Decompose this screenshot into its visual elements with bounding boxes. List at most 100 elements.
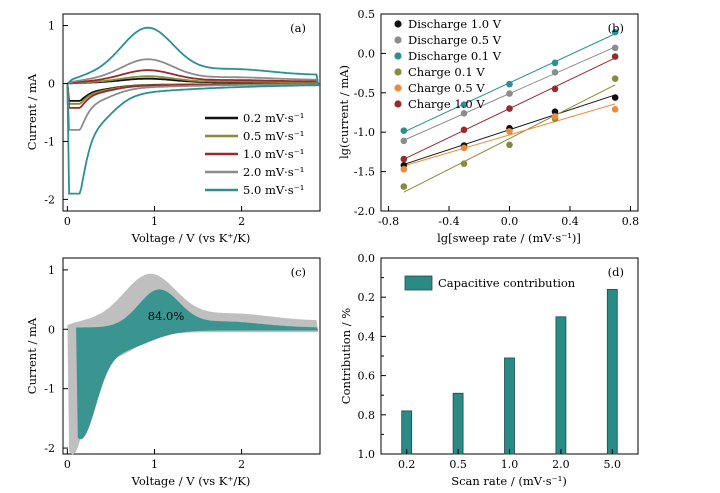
- panel-d-ytick-label: 0.4: [358, 330, 376, 343]
- panel-a: 0 1 2 1 0 -1 -2 0.2 mV·s⁻¹ 0.5 mV·s⁻¹ 1.0 mV·s⁻¹…: [25, 13, 322, 245]
- data-point: [611, 28, 619, 36]
- panel-c-xtick-label: 0: [64, 458, 71, 471]
- legend-marker-2: [394, 36, 402, 44]
- panel-b-ytick-label: -0.5: [354, 87, 375, 100]
- legend-label-6: Charge 1.0 V: [408, 97, 485, 111]
- panel-c-xtick-label: 2: [238, 458, 245, 471]
- panel-b-xtick-label: 0.0: [501, 215, 519, 228]
- panel-c-xtick-label: 1: [151, 458, 158, 471]
- panel-c-tag: (c): [291, 265, 306, 279]
- panel-b-ytick-label: 0.5: [358, 8, 376, 21]
- panel-b-xtick-label: -0.8: [378, 215, 399, 228]
- legend-marker-6: [394, 100, 402, 108]
- panel-a-xlabel: Voltage / V (vs K⁺/K): [131, 231, 251, 245]
- data-point: [506, 141, 513, 149]
- fit-line-5: [403, 103, 616, 167]
- legend-label-4: 2.0 mV·s⁻¹: [243, 165, 304, 179]
- data-point: [460, 126, 468, 134]
- data-point: [506, 105, 513, 112]
- panel-d-tag: (d): [608, 265, 624, 279]
- legend-label-4: Charge 0.1 V: [408, 65, 485, 79]
- data-point: [551, 85, 559, 93]
- bar-0.5: [452, 392, 464, 455]
- panel-c-ylabel: Current / mA: [25, 317, 39, 394]
- panel-c-ytick-label: 1: [48, 264, 55, 277]
- data-point: [460, 160, 468, 168]
- data-point: [460, 144, 468, 152]
- panel-c-ytick-label: -2: [44, 442, 55, 455]
- panel-d-xtick-label: 0.5: [449, 458, 467, 471]
- panel-a-ytick-label: -2: [44, 193, 55, 206]
- legend-label-3: Discharge 0.1 V: [408, 49, 502, 63]
- panel-d: 0.2 0.5 1.0 2.0 5.0 1.0 0.8 0.6 0.4 0.2 0.0 Capaci…: [339, 252, 639, 488]
- data-point: [611, 75, 619, 82]
- panel-b-ytick-label: -2.0: [354, 205, 375, 218]
- panel-a-ytick-label: -1: [44, 135, 55, 148]
- panel-b: -0.8 -0.4 0.0 0.4 0.80.50.0-0.5-1.0-1.5-2.0 …: [337, 8, 639, 245]
- panel-c-ytick-label: -1: [44, 383, 55, 396]
- data-point: [400, 183, 408, 190]
- panel-d-xlabel: Scan rate / (mV·s⁻¹): [451, 474, 567, 488]
- panel-a-xtick-label: 0: [64, 215, 71, 228]
- legend-label: Capacitive contribution: [438, 276, 576, 290]
- data-point: [460, 101, 468, 108]
- panel-d-xtick-label: 2.0: [552, 458, 570, 471]
- panel-d-ytick-label: 0.2: [358, 291, 376, 304]
- data-point: [551, 59, 559, 67]
- panel-b-ytick-label: -1.0: [354, 126, 375, 139]
- data-point: [551, 108, 559, 116]
- panel-b-xtick-label: 0.4: [561, 215, 579, 228]
- data-point: [400, 137, 408, 145]
- data-point: [400, 127, 408, 134]
- data-point: [506, 80, 513, 88]
- data-point: [611, 44, 619, 52]
- panel-a-ytick-label: 0: [48, 78, 55, 91]
- data-point: [400, 165, 408, 173]
- panel-b-xtick-label: 0.8: [622, 215, 640, 228]
- panel-c-ytick-label: 0: [48, 323, 55, 336]
- legend-marker-1: [394, 20, 402, 28]
- data-point: [551, 113, 559, 120]
- panel-d-xtick-label: 1.0: [501, 458, 519, 471]
- panel-d-ytick-label: 0.6: [358, 370, 376, 383]
- legend-marker-5: [394, 84, 402, 92]
- cv-curve-5: [66, 26, 320, 195]
- panel-d-ytick-label: 0.8: [358, 409, 376, 422]
- data-point: [611, 106, 619, 113]
- legend-marker-3: [394, 52, 402, 60]
- panel-d-ylabel: Contribution / %: [339, 308, 353, 405]
- data-point: [611, 53, 619, 60]
- bar-5.0: [606, 288, 618, 455]
- panel-a-xtick-label: 1: [151, 215, 158, 228]
- panel-d-xtick-label: 0.2: [398, 458, 416, 471]
- capacitive-area: [76, 289, 319, 440]
- panel-b-xlabel: lg[sweep rate / (mV·s⁻¹)]: [437, 231, 581, 245]
- panel-c-frame: [62, 257, 321, 455]
- panel-b-ylabel: lg(current / mA): [337, 65, 351, 159]
- data-point: [460, 109, 468, 117]
- bar-0.2: [401, 410, 413, 455]
- legend-label-2: 0.5 mV·s⁻¹: [243, 129, 304, 143]
- panel-b-xtick-label: -0.4: [438, 215, 459, 228]
- data-point: [611, 94, 619, 101]
- legend-label-3: 1.0 mV·s⁻¹: [243, 147, 304, 161]
- panel-b-tag: (b): [608, 21, 624, 35]
- panel-c-xlabel: Voltage / V (vs K⁺/K): [131, 474, 251, 488]
- data-point: [506, 128, 513, 135]
- panel-a-ylabel: Current / mA: [25, 73, 39, 150]
- panel-d-xtick-label: 5.0: [604, 458, 622, 471]
- panel-c-annotation: 84.0%: [148, 309, 185, 323]
- legend-marker-4: [394, 68, 402, 76]
- panel-a-ytick-label: 1: [48, 20, 55, 33]
- panel-c: 0 1 2 1 0 -1 -2 84.0% (c) Voltage / V (vs K⁺/K…: [25, 257, 321, 488]
- data-point: [506, 90, 513, 97]
- legend-label-1: Discharge 1.0 V: [408, 17, 502, 31]
- legend-label-2: Discharge 0.5 V: [408, 33, 502, 47]
- panel-a-tag: (a): [290, 21, 306, 35]
- bar-2.0: [555, 316, 567, 455]
- fit-line-4: [403, 84, 616, 193]
- panel-a-frame: [62, 13, 321, 212]
- panel-a-xtick-label: 2: [238, 215, 245, 228]
- panel-b-ytick-label: 0.0: [358, 47, 376, 60]
